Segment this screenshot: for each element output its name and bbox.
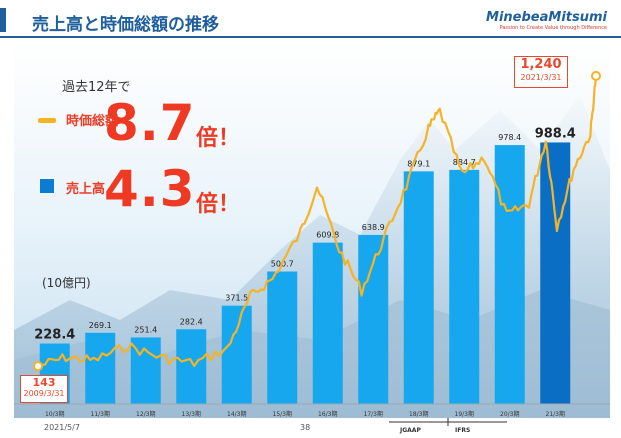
bar-20/3期 (494, 145, 525, 404)
label-ifrs: IFRS (455, 427, 470, 434)
label-jgaap: JGAAP (399, 427, 421, 434)
logo-wordmark: MinebeaMitsumi (486, 10, 607, 25)
value-label-19/3期: 884.7 (453, 158, 476, 167)
line-swatch-icon (38, 118, 56, 123)
value-label-16/3期: 609.8 (316, 231, 339, 240)
slide-title: 売上高と時価総額の推移 (32, 15, 219, 35)
tick-label-11/3期: 11/3期 (91, 410, 110, 418)
bar-13/3期 (176, 329, 207, 404)
end-date: 2021/3/31 (520, 73, 562, 82)
legend-net-sales-label: 売上高 (66, 182, 106, 197)
net-sales-multiple-suffix: 倍！ (196, 192, 241, 217)
tick-label-15/3期: 15/3期 (273, 410, 292, 418)
value-label-21/3期: 988.4 (535, 126, 576, 141)
tick-label-18/3期: 18/3期 (409, 410, 428, 418)
tick-label-14/3期: 14/3期 (227, 410, 246, 418)
value-label-14/3期: 371.5 (225, 294, 248, 303)
market-cap-start-point (33, 361, 43, 372)
tick-label-12/3期: 12/3期 (136, 410, 155, 418)
bar-15/3期 (267, 271, 298, 404)
market-cap-line (37, 75, 598, 368)
bar-group (39, 142, 571, 404)
bar-16/3期 (312, 242, 343, 404)
market-cap-multiple: 8.7 (104, 94, 196, 152)
tick-label-19/3期: 19/3期 (455, 410, 474, 418)
market-cap-multiple-suffix: 倍！ (196, 126, 241, 151)
start-date: 2009/3/31 (23, 389, 65, 398)
tick-label-13/3期: 13/3期 (182, 410, 201, 418)
tick-label-16/3期: 16/3期 (318, 410, 337, 418)
end-value: 1,240 (520, 57, 562, 72)
company-logo: MinebeaMitsumi Passion to Create Value t… (486, 10, 607, 31)
net-sales-multiple: 4.3 (104, 160, 196, 218)
bar-swatch-icon (40, 179, 54, 193)
start-value-callout: 143 2009/3/31 (20, 375, 68, 403)
market-cap-end-point (591, 70, 601, 81)
value-label-12/3期: 251.4 (134, 325, 157, 334)
footer-date: 2021/5/7 (44, 423, 80, 432)
legend-market-cap-label: 時価総額 (66, 114, 119, 129)
value-label-17/3期: 638.9 (362, 223, 385, 232)
title-accent-bar (0, 8, 6, 32)
tick-label-17/3期: 17/3期 (364, 410, 383, 418)
bar-11/3期 (85, 332, 116, 404)
value-label-10/3期: 228.4 (34, 328, 75, 343)
value-label-13/3期: 282.4 (180, 317, 203, 326)
logo-tagline: Passion to Create Value through Differen… (499, 25, 607, 31)
bar-14/3期 (221, 305, 252, 404)
value-label-11/3期: 269.1 (89, 321, 112, 330)
value-label-18/3期: 879.1 (407, 159, 430, 168)
tick-label-group: 10/3期 11/3期 12/3期 13/3期 14/3期 15/3期 16/3期 17/3期… (45, 410, 565, 418)
bar-19/3期 (449, 169, 480, 404)
title-rule (0, 36, 621, 38)
bar-18/3期 (403, 171, 434, 404)
value-label-20/3期: 978.4 (498, 133, 521, 142)
tick-label-20/3期: 20/3期 (500, 410, 519, 418)
start-value: 143 (32, 376, 56, 389)
unit-label: (10億円) (42, 276, 91, 290)
end-value-callout: 1,240 2021/3/31 (514, 56, 568, 88)
tick-label-21/3期: 21/3期 (546, 410, 565, 418)
period-label: 過去12年で (62, 80, 131, 95)
page-number: 38 (300, 423, 311, 432)
bar-21/3期 (540, 142, 571, 404)
tick-label-10/3期: 10/3期 (45, 410, 64, 418)
